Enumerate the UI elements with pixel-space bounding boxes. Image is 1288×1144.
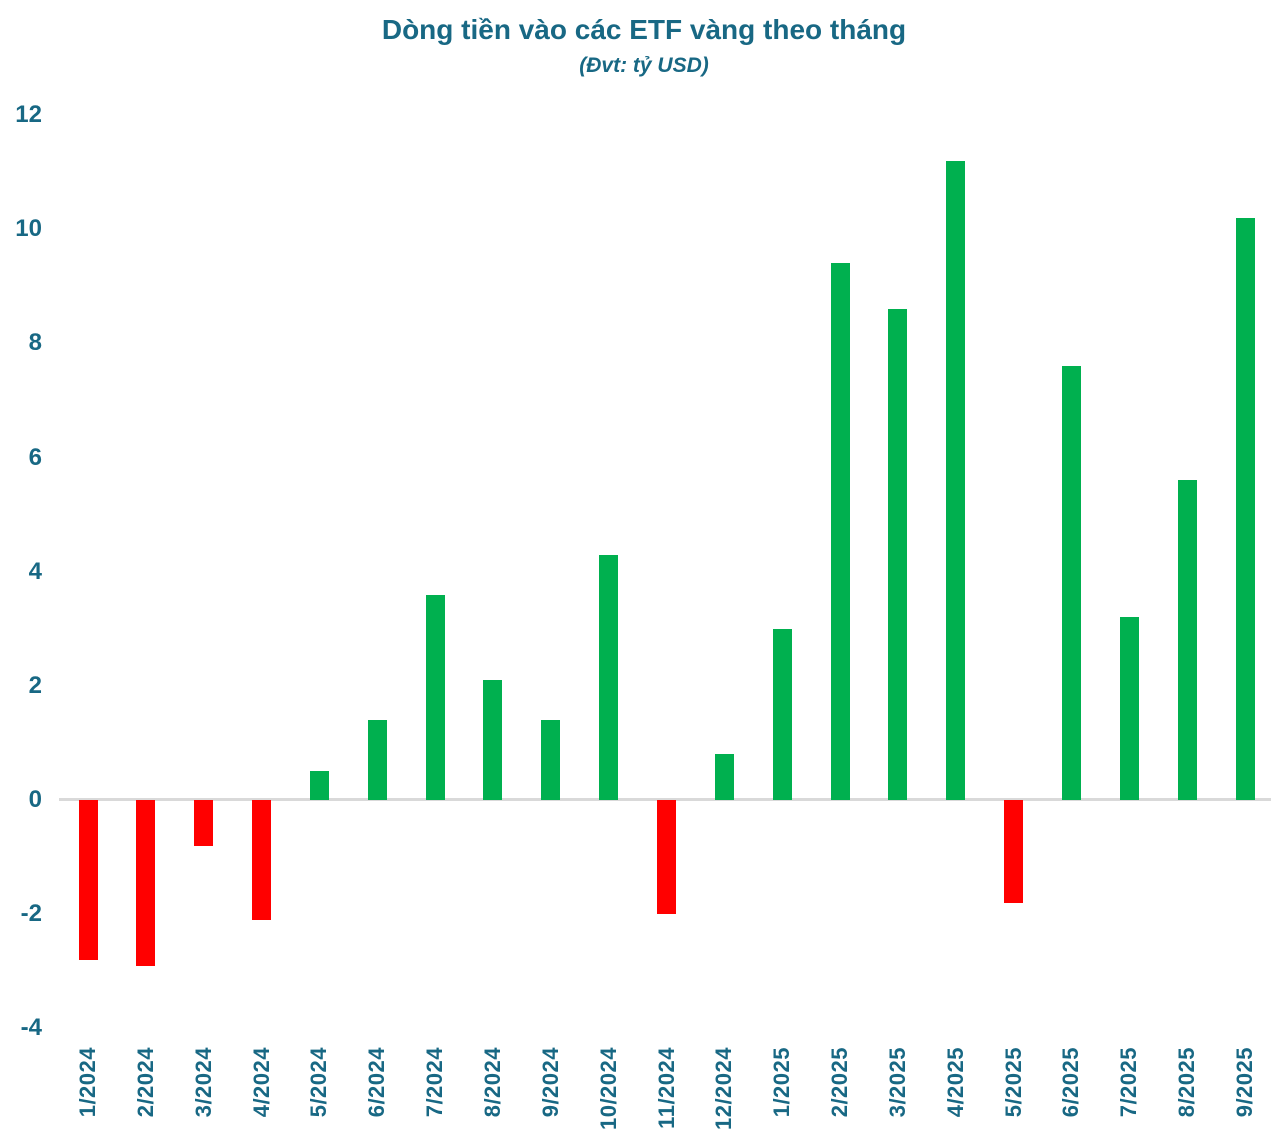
x-axis-label-7/2024: 7/2024 xyxy=(422,1047,448,1118)
x-axis-label-7/2025: 7/2025 xyxy=(1116,1047,1142,1118)
chart-title: Dòng tiền vào các ETF vàng theo tháng xyxy=(381,14,907,45)
x-axis-label-4/2025: 4/2025 xyxy=(942,1047,968,1118)
y-axis-tick-label-8: 8 xyxy=(28,329,42,357)
x-axis-label-6/2024: 6/2024 xyxy=(364,1047,390,1118)
y-axis-tick-label-10: 10 xyxy=(15,215,42,243)
bar-10/2024 xyxy=(599,554,619,800)
x-axis-zero-line xyxy=(59,798,1271,801)
bar-3/2025 xyxy=(888,309,908,800)
x-axis-label-8/2024: 8/2024 xyxy=(479,1047,505,1118)
bar-11/2024 xyxy=(657,800,676,915)
bar-7/2025 xyxy=(1119,617,1139,800)
x-axis-label-6/2025: 6/2025 xyxy=(1058,1047,1084,1118)
bar-12/2024 xyxy=(714,754,734,800)
y-axis-tick-label--2: -2 xyxy=(20,900,42,928)
x-axis-label-10/2024: 10/2024 xyxy=(595,1047,621,1131)
y-axis-tick-label-4: 4 xyxy=(28,557,42,585)
bar-1/2024 xyxy=(78,800,98,960)
x-axis-label-8/2025: 8/2025 xyxy=(1174,1047,1200,1118)
y-axis-tick-label-2: 2 xyxy=(28,671,42,699)
bar-8/2025 xyxy=(1177,480,1197,800)
x-axis-label-12/2024: 12/2024 xyxy=(711,1047,737,1131)
x-axis-label-11/2024: 11/2024 xyxy=(653,1047,679,1129)
bar-9/2025 xyxy=(1235,217,1255,800)
bar-5/2025 xyxy=(1004,800,1024,903)
bar-6/2024 xyxy=(367,720,387,800)
x-axis-label-9/2024: 9/2024 xyxy=(537,1047,563,1118)
x-axis-label-9/2025: 9/2025 xyxy=(1232,1047,1257,1118)
x-axis-label-1/2024: 1/2024 xyxy=(75,1047,100,1118)
y-axis-tick-label-6: 6 xyxy=(28,443,42,471)
x-axis-label-1/2025: 1/2025 xyxy=(769,1047,795,1118)
bar-4/2024 xyxy=(252,800,272,920)
bar-2/2025 xyxy=(830,263,850,800)
y-axis-tick-label-12: 12 xyxy=(15,101,42,128)
chart-subtitle: (Đvt: tỷ USD) xyxy=(579,54,709,77)
bar-4/2025 xyxy=(946,160,966,800)
x-axis-label-4/2024: 4/2024 xyxy=(248,1047,274,1118)
x-axis-label-5/2025: 5/2025 xyxy=(1000,1047,1026,1118)
bar-6/2025 xyxy=(1061,366,1081,800)
x-axis-label-3/2025: 3/2025 xyxy=(884,1047,910,1118)
bar-7/2024 xyxy=(425,594,445,800)
y-axis-tick-label-0: 0 xyxy=(28,786,42,813)
x-axis-label-2/2024: 2/2024 xyxy=(132,1047,158,1118)
bar-5/2024 xyxy=(309,771,329,800)
x-axis-label-5/2024: 5/2024 xyxy=(306,1047,332,1118)
bar-2/2024 xyxy=(136,800,156,966)
bar-1/2025 xyxy=(772,628,792,800)
x-axis-label-2/2025: 2/2025 xyxy=(827,1047,853,1118)
bar-9/2024 xyxy=(541,720,561,800)
y-axis-tick-label--4: -4 xyxy=(20,1014,42,1042)
bar-3/2024 xyxy=(194,800,214,846)
x-axis-label-3/2024: 3/2024 xyxy=(190,1047,216,1118)
bar-8/2024 xyxy=(483,680,503,800)
